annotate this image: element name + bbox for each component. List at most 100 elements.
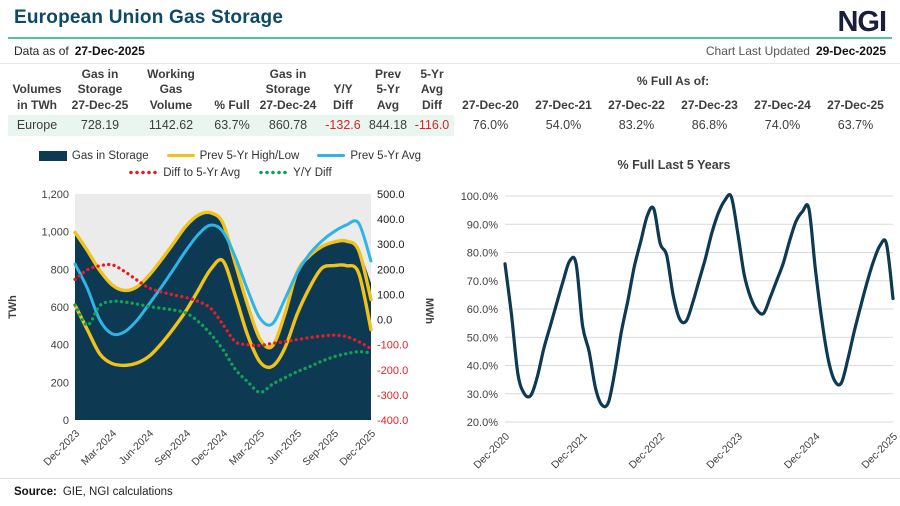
prev-5yr-highlow-line-icon <box>166 153 195 158</box>
chart-legend: Gas in Storage Prev 5-Yr High/Low Prev 5… <box>25 147 435 181</box>
svg-text:Dec-2025: Dec-2025 <box>337 428 378 469</box>
legend-prev-5yr-avg: Prev 5-Yr Avg <box>317 150 421 162</box>
svg-text:60.0%: 60.0% <box>467 304 498 316</box>
col-gas-in-storage-25: Gas in Storage 27-Dec-25 <box>71 67 129 112</box>
svg-text:300.0: 300.0 <box>377 239 405 251</box>
col-gas-in-storage-24: Gas in Storage 27-Dec-24 <box>259 67 317 112</box>
x-axis-labels: Dec-2023Mar-2024Jun-2024Sep-2024Dec-2024… <box>41 428 378 469</box>
cell-pct-full: 63.7% <box>208 115 256 137</box>
pct-full-chart-title: % Full Last 5 Years <box>617 158 731 172</box>
col-yy-diff: Y/Y Diff <box>333 82 353 112</box>
svg-text:1,200: 1,200 <box>41 189 69 201</box>
svg-text:Dec-2025: Dec-2025 <box>859 431 900 472</box>
pct-y-labels: 100.0% 90.0% 80.0% 70.0% 60.0% 50.0% 40.0% 30.0… <box>461 191 499 429</box>
svg-text:Dec-2021: Dec-2021 <box>549 431 590 472</box>
col-27-dec-25: 27-Dec-25 <box>827 97 884 112</box>
svg-text:600: 600 <box>51 302 69 314</box>
gas-in-storage-swatch-icon <box>38 150 67 161</box>
table-header: Volumes in TWh Gas in Storage 27-Dec-25 … <box>8 67 892 115</box>
data-as-of: Data as of 27-Dec-2025 <box>14 44 145 58</box>
legend-row-1: Gas in Storage Prev 5-Yr High/Low Prev 5… <box>25 147 435 164</box>
legend-diff-to-5yr-avg: Diff to 5-Yr Avg <box>128 167 240 179</box>
col-prev-5yr-avg: Prev 5-Yr Avg <box>374 67 402 112</box>
svg-text:Dec-2024: Dec-2024 <box>782 431 823 472</box>
yy-diff-dots <box>73 299 373 395</box>
col-working-gas-volume: Working Gas Volume <box>147 67 195 112</box>
left-axis-labels: 1,200 1,000 800 600 400 200 0 <box>41 189 69 427</box>
chart-last-updated: Chart Last Updated 29-Dec-2025 <box>706 44 886 58</box>
data-as-of-date: 27-Dec-2025 <box>74 44 145 58</box>
gridlines <box>505 195 893 423</box>
svg-text:30.0%: 30.0% <box>467 389 498 401</box>
svg-text:-400.0: -400.0 <box>377 415 408 427</box>
svg-text:Dec-2022: Dec-2022 <box>627 431 668 472</box>
cell-pct-20: 76.0% <box>472 118 509 133</box>
legend-row-2: Diff to 5-Yr Avg Y/Y Diff <box>25 164 435 181</box>
header: European Union Gas Storage NGI <box>0 0 900 37</box>
svg-text:90.0%: 90.0% <box>467 219 498 231</box>
svg-text:800: 800 <box>51 264 69 276</box>
cell-5yr-avg-diff: -116.0 <box>410 115 454 137</box>
prev-5yr-avg-line-icon <box>317 153 346 158</box>
legend-label: Gas in Storage <box>71 149 149 162</box>
cell-region: Europe <box>8 115 66 137</box>
col-27-dec-21: 27-Dec-21 <box>535 97 592 112</box>
svg-text:Jun-2025: Jun-2025 <box>265 428 305 468</box>
legend-label: Prev 5-Yr Avg <box>350 149 422 162</box>
legend-yy-diff: Y/Y Diff <box>258 167 332 179</box>
yy-diff-dots-icon <box>258 170 289 175</box>
svg-text:80.0%: 80.0% <box>467 248 498 260</box>
cell-pct-22: 83.2% <box>618 118 655 133</box>
prev-5yr-low-line <box>73 257 373 370</box>
svg-text:1,000: 1,000 <box>41 227 69 239</box>
cell-pct-24: 74.0% <box>764 118 801 133</box>
svg-text:500.0: 500.0 <box>377 189 405 201</box>
col-27-dec-23: 27-Dec-23 <box>681 97 738 112</box>
svg-text:70.0%: 70.0% <box>467 276 498 288</box>
svg-text:400: 400 <box>51 340 69 352</box>
svg-text:Mar-2025: Mar-2025 <box>227 428 267 468</box>
svg-text:-100.0: -100.0 <box>377 340 408 352</box>
cell-prev-5yr-avg: 844.18 <box>366 115 410 137</box>
source-footer: Source: GIE, NGI calculations <box>0 478 900 506</box>
svg-text:Dec-2020: Dec-2020 <box>471 431 512 472</box>
svg-text:0.0: 0.0 <box>377 315 392 327</box>
svg-text:200.0: 200.0 <box>377 264 405 276</box>
svg-text:20.0%: 20.0% <box>467 417 498 429</box>
svg-text:Dec-2023: Dec-2023 <box>41 428 82 469</box>
svg-text:40.0%: 40.0% <box>467 361 498 373</box>
svg-text:Dec-2024: Dec-2024 <box>189 428 230 469</box>
svg-text:Jun-2024: Jun-2024 <box>117 428 157 468</box>
storage-history-chart: 1,200 1,000 800 600 400 200 0 500.0 400.0 300.0 20… <box>7 189 435 469</box>
twh-axis-title: TWh <box>7 295 19 319</box>
prev-5yr-avg-line <box>73 219 373 337</box>
cell-gas-in-storage-24: 860.78 <box>256 115 320 137</box>
legend-label: Diff to 5-Yr Avg <box>163 166 241 179</box>
svg-text:-300.0: -300.0 <box>377 390 408 402</box>
cell-working-gas-volume: 1142.62 <box>134 115 208 137</box>
diff-to-5yr-avg-dots <box>73 262 373 351</box>
page-title: European Union Gas Storage <box>14 7 284 28</box>
legend-prev-5yr-highlow: Prev 5-Yr High/Low <box>166 149 300 162</box>
legend-label: Prev 5-Yr High/Low <box>199 149 300 162</box>
svg-text:Sep-2025: Sep-2025 <box>300 428 341 469</box>
svg-text:100.0: 100.0 <box>377 289 405 301</box>
col-27-dec-20: 27-Dec-20 <box>462 97 519 112</box>
cell-pct-25: 63.7% <box>837 118 874 133</box>
svg-text:200: 200 <box>51 377 69 389</box>
meta-bar: Data as of 27-Dec-2025 Chart Last Updated… <box>0 39 900 64</box>
last-updated-label: Chart Last Updated <box>705 44 810 58</box>
svg-text:-200.0: -200.0 <box>377 365 408 377</box>
svg-text:400.0: 400.0 <box>377 214 405 226</box>
ngi-logo: NGI <box>837 6 887 38</box>
right-axis-labels: 500.0 400.0 300.0 200.0 100.0 0.0 -100.0 -200.0… <box>377 189 408 427</box>
prev-5yr-high-line <box>73 210 373 350</box>
pct-full-as-of-header: % Full As of: <box>636 74 710 89</box>
svg-text:50.0%: 50.0% <box>467 332 498 344</box>
svg-text:Dec-2023: Dec-2023 <box>704 431 745 472</box>
source-text: GIE, NGI calculations <box>62 486 173 498</box>
svg-text:Sep-2024: Sep-2024 <box>152 428 193 469</box>
cell-gas-in-storage-25: 728.19 <box>66 115 134 137</box>
last-updated-date: 29-Dec-2025 <box>815 44 886 58</box>
